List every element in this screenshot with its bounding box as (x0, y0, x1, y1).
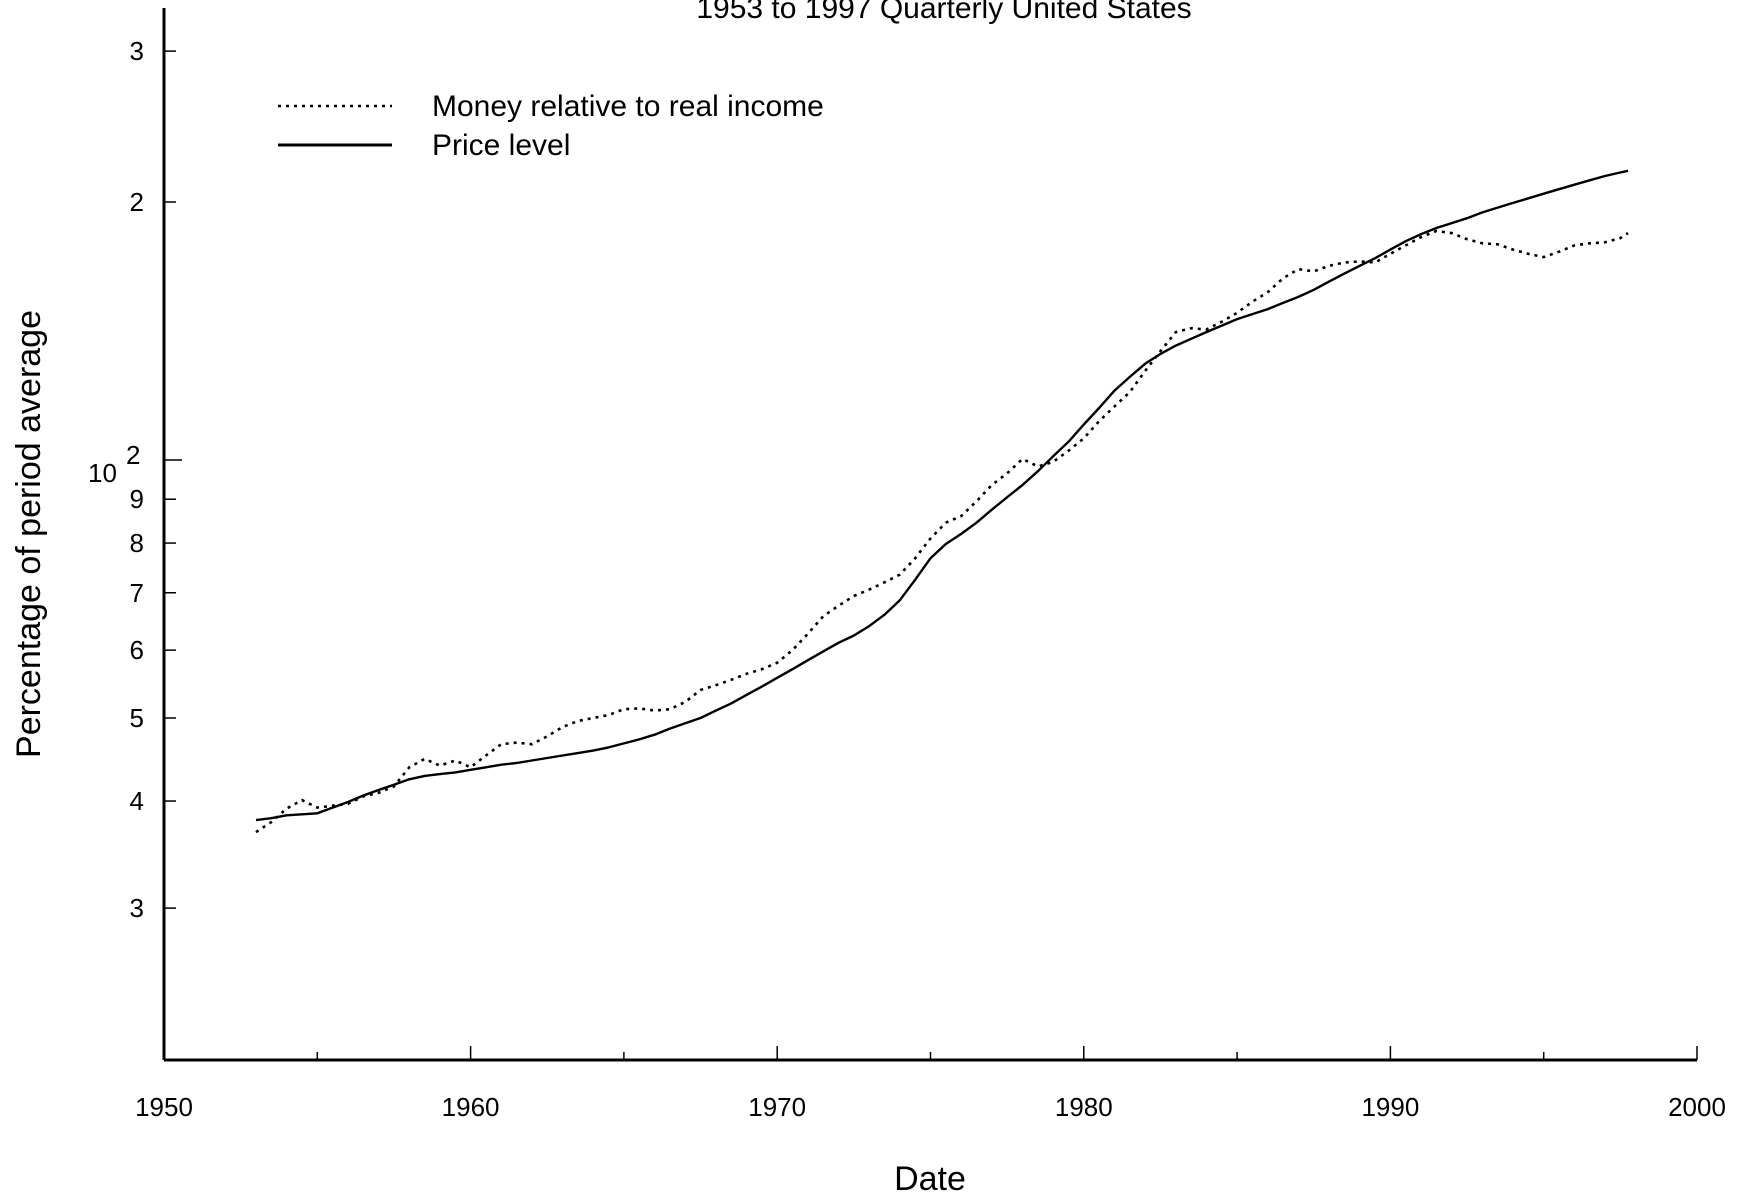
x-tick-label: 1980 (1055, 1092, 1113, 1122)
legend-label-price: Price level (432, 129, 570, 162)
series-line-money (255, 229, 1629, 834)
series-layer (255, 169, 1629, 834)
legend-label-money: Money relative to real income (432, 90, 824, 123)
x-tick-label: 1990 (1361, 1092, 1419, 1122)
y-tick-label: 7 (130, 578, 144, 608)
x-tick-label: 1950 (135, 1092, 193, 1122)
y-tick-label: 5 (130, 703, 144, 733)
x-tick-label: 1960 (442, 1092, 500, 1122)
x-ticks: 1950 1960 1970 1980 1990 2000 (135, 1046, 1726, 1122)
y-tick-label: 9 (130, 484, 144, 514)
y-ticks: 3 4 5 6 7 8 9 2 3 10 2 (88, 36, 182, 923)
y-tick-label: 8 (130, 528, 144, 558)
y-tick-label: 4 (130, 786, 144, 816)
y-major-tick-label: 10 (88, 458, 117, 488)
series-line-price (255, 169, 1629, 822)
x-axis-title: Date (894, 1160, 966, 1198)
chart-title: 1953 to 1997 Quarterly United States (696, 0, 1191, 25)
y-major-tick-exponent: 2 (126, 440, 140, 470)
y-tick-label: 2 (130, 187, 144, 217)
x-tick-label: 1970 (748, 1092, 806, 1122)
x-tick-label: 2000 (1668, 1092, 1726, 1122)
y-axis-title: Percentage of period average (10, 310, 48, 758)
y-tick-label: 3 (130, 893, 144, 923)
y-tick-label: 3 (130, 36, 144, 66)
legend: Money relative to real income Price leve… (278, 90, 824, 162)
y-tick-label: 6 (130, 635, 144, 665)
